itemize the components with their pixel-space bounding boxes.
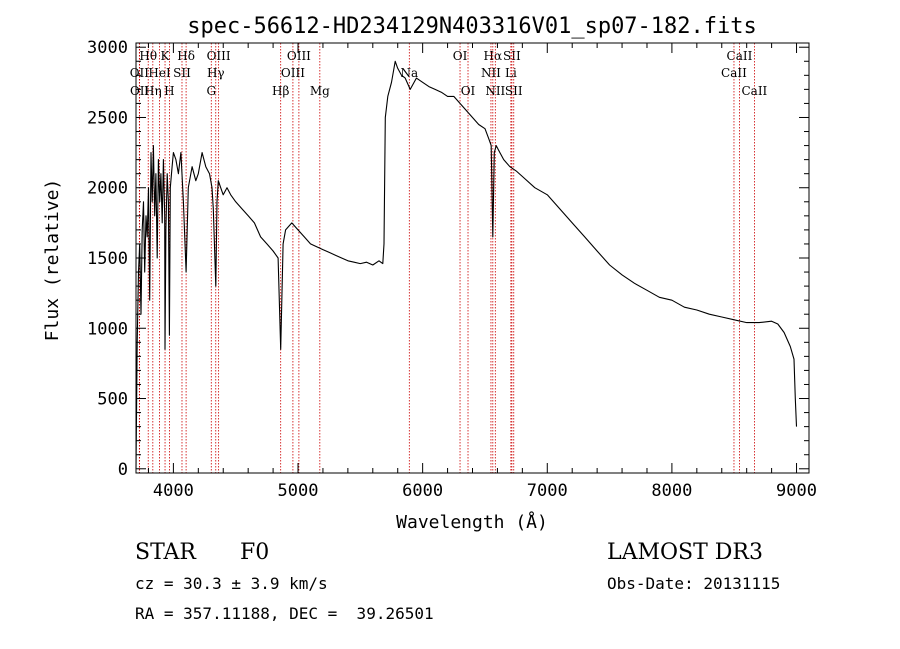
chart-title: spec-56612-HD234129N403316V01_sp07-182.f… — [187, 14, 757, 39]
y-axis-ticks: 0 500 1000 1500 2000 2500 3000 — [87, 38, 809, 480]
line-marker-label-19: Hα — [484, 49, 503, 63]
line-marker-label-4: HeI — [148, 66, 171, 80]
line-marker-label-12: OIII — [287, 49, 311, 63]
x-tick-label-1: 5000 — [278, 481, 319, 501]
y-tick-label-5: 2500 — [87, 108, 128, 128]
y-tick-label-2: 1000 — [87, 319, 128, 339]
line-marker-label-3: K — [161, 49, 171, 63]
line-marker-label-6: Hδ — [177, 49, 195, 63]
line-marker-label-17: OI — [453, 49, 468, 63]
spectral-subclass: F0 — [240, 540, 270, 565]
line-marker-label-21: NII — [481, 66, 501, 80]
line-marker-label-13: OIII — [281, 66, 305, 80]
object-class: STAR — [135, 540, 196, 565]
line-marker-label-22: Li — [505, 66, 517, 80]
line-marker-label-24: SII — [505, 84, 523, 98]
observation-date: Obs-Date: 20131115 — [607, 574, 781, 593]
coordinates: RA = 357.11188, DEC = 39.26501 — [135, 604, 434, 623]
line-marker-label-8: H — [164, 84, 174, 98]
spectrum-line-0 — [135, 60, 798, 469]
y-tick-label-3: 1500 — [87, 249, 128, 269]
x-axis-label: Wavelength (Å) — [396, 511, 548, 533]
plot-frame — [135, 42, 810, 474]
line-marker-label-11: G — [206, 84, 216, 98]
y-tick-label-6: 3000 — [87, 38, 128, 58]
x-tick-label-3: 7000 — [527, 481, 568, 501]
y-tick-label-4: 2000 — [87, 179, 128, 199]
line-marker-label-25: CaII — [727, 49, 753, 63]
redshift-velocity: cz = 30.3 ± 3.9 km/s — [135, 574, 328, 593]
line-marker-label-14: Hβ — [272, 84, 289, 98]
line-marker-label-9: OIII — [207, 49, 231, 63]
y-tick-label-0: 0 — [118, 460, 128, 480]
x-tick-label-0: 4000 — [153, 481, 194, 501]
line-marker-label-15: Mg — [310, 84, 330, 98]
x-axis-ticks: 4000 5000 6000 7000 8000 9000 — [147, 43, 817, 501]
survey-name: LAMOST DR3 — [607, 540, 763, 565]
x-tick-label-4: 8000 — [651, 481, 692, 501]
x-tick-label-2: 6000 — [402, 481, 443, 501]
line-marker-label-7: SII — [173, 66, 191, 80]
line-marker-label-5: Hη — [144, 84, 162, 98]
x-tick-label-5: 9000 — [776, 481, 817, 501]
line-marker-label-20: SII — [503, 49, 521, 63]
line-marker-label-0: Hθ — [139, 49, 157, 63]
y-axis-label: Flux (relative) — [42, 179, 63, 342]
line-marker-label-10: Hγ — [207, 66, 225, 80]
line-marker-label-2: OII — [130, 84, 150, 98]
line-marker-label-23: NII — [485, 84, 505, 98]
line-marker-label-16: Na — [400, 66, 418, 80]
line-marker-label-27: CaII — [741, 84, 767, 98]
spectrum-series — [135, 60, 798, 469]
y-tick-label-1: 500 — [97, 390, 128, 410]
line-marker-label-26: CaII — [721, 66, 747, 80]
line-marker-label-18: OI — [461, 84, 476, 98]
